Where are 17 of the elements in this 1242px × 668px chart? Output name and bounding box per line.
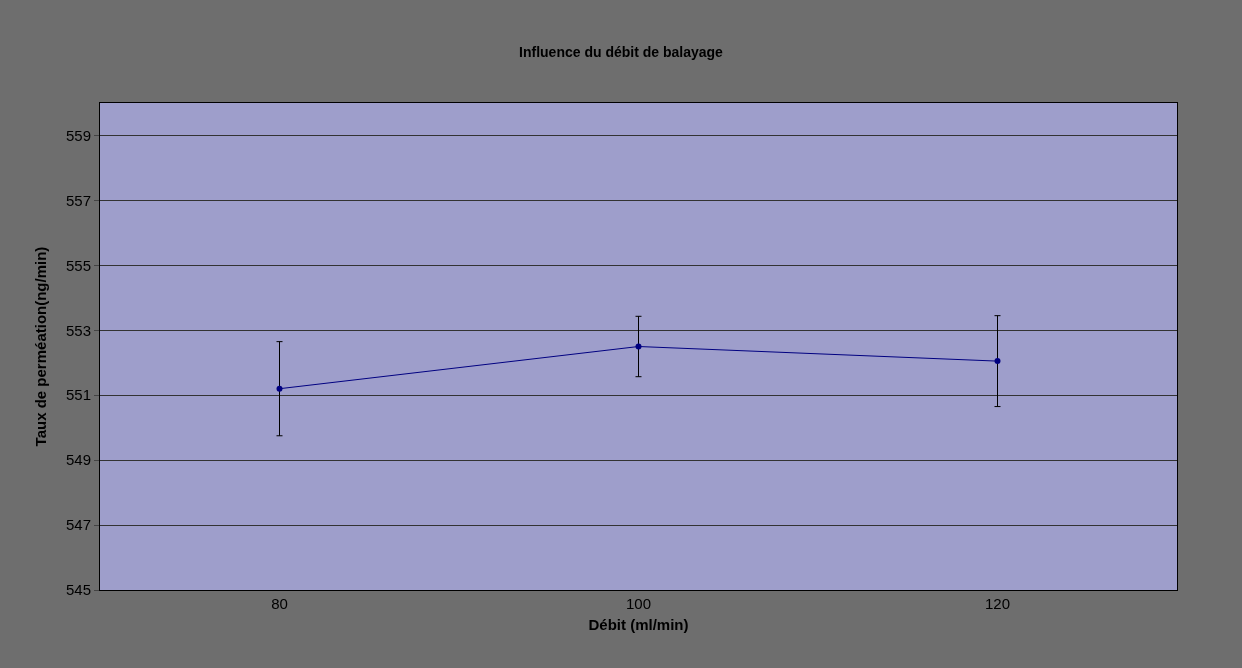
y-tick-label: 547 (65, 516, 91, 534)
chart-title: Influence du débit de balayage (519, 43, 724, 60)
x-tick-label: 80 (271, 595, 288, 612)
y-tick-label: 557 (65, 191, 91, 209)
point (635, 343, 642, 350)
x-tick-label: 100 (625, 595, 652, 612)
y-tick-label: 551 (65, 386, 91, 404)
y-tick-label: 559 (65, 126, 91, 144)
y-tick-label: 555 (65, 256, 91, 274)
y-tick-label: 553 (65, 321, 91, 339)
y-tick-label: 545 (65, 581, 91, 599)
y-tick-label: 549 (65, 451, 91, 469)
point (276, 385, 283, 392)
y-axis-title: Taux de perméation(ng/min) (32, 246, 50, 447)
point (994, 358, 1001, 365)
x-axis-title: Débit (ml/min) (588, 616, 689, 633)
x-tick-label: 120 (984, 595, 1011, 612)
